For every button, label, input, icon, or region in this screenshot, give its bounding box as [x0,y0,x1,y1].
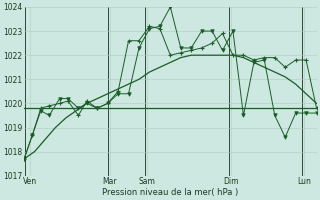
X-axis label: Pression niveau de la mer( hPa ): Pression niveau de la mer( hPa ) [102,188,238,197]
